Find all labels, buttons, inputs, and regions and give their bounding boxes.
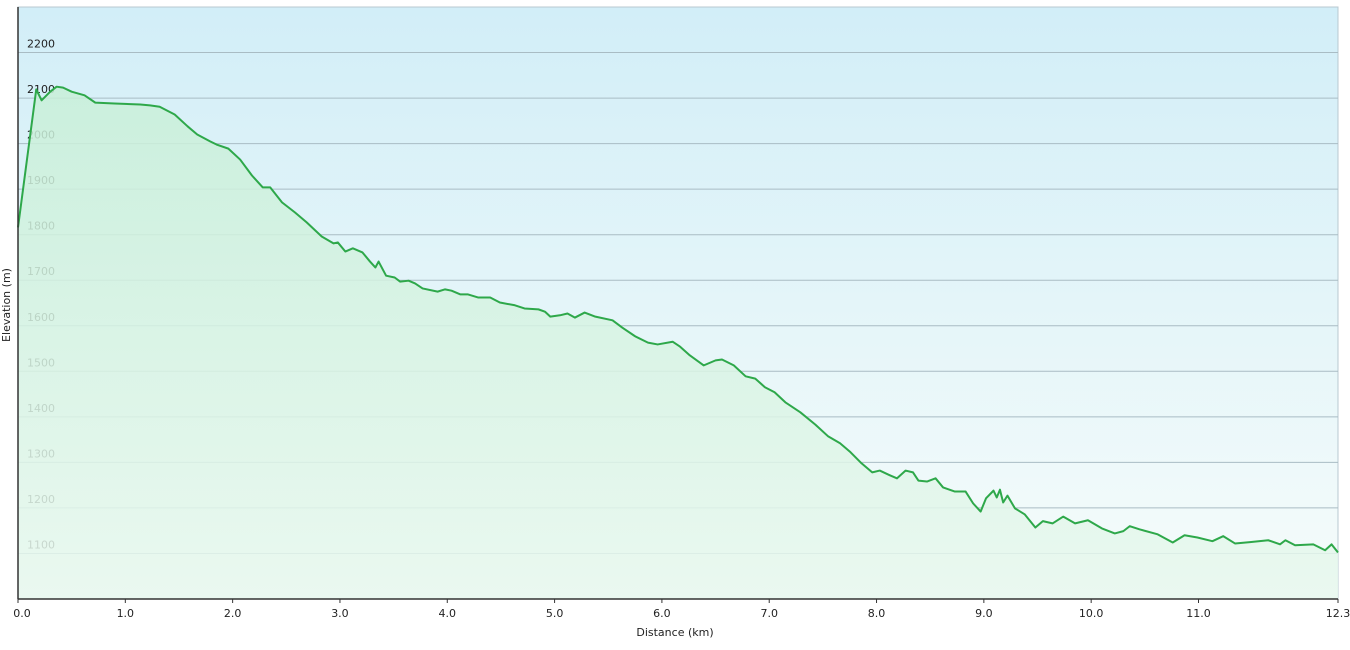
x-tick-label: 2.0 xyxy=(224,607,242,620)
x-tick-label: 4.0 xyxy=(439,607,457,620)
x-tick-label: 7.0 xyxy=(760,607,778,620)
x-tick-label: 6.0 xyxy=(653,607,671,620)
area-fill xyxy=(18,86,1338,599)
elevation-line xyxy=(17,85,1339,554)
x-tick-label: 9.0 xyxy=(975,607,993,620)
x-tick-label: 3.0 xyxy=(331,607,349,620)
y-axis-label: Elevation (m) xyxy=(0,268,13,342)
x-tick-label: 10.0 xyxy=(1079,607,1104,620)
x-tick-label: 12.3 xyxy=(1326,607,1350,620)
x-tick-label: 8.0 xyxy=(868,607,886,620)
x-axis-label: Distance (km) xyxy=(636,626,713,639)
x-tick-label: 11.0 xyxy=(1186,607,1211,620)
x-tick-label: 5.0 xyxy=(546,607,564,620)
y-tick-label: 2200 xyxy=(27,38,55,51)
x-tick-label: 1.0 xyxy=(117,607,135,620)
x-tick-label: 0.0 xyxy=(13,607,31,620)
